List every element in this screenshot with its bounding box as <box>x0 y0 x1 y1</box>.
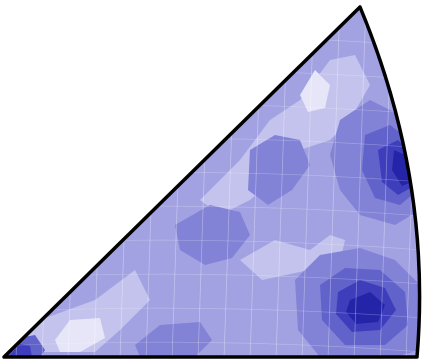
contour-region-light-left <box>10 270 150 352</box>
grid-line-vertical <box>327 7 341 357</box>
grid-line-vertical <box>15 7 29 357</box>
grid-line-vertical <box>353 7 367 357</box>
contour-region-peak-lower-right <box>346 292 385 324</box>
contour-region-corner-core <box>8 344 32 357</box>
grid-line-horizontal <box>4 307 420 319</box>
contour-region-lightest-left <box>55 318 105 352</box>
grid-line-vertical <box>41 7 55 357</box>
contour-region-light-middle <box>240 235 345 280</box>
contour-region-mid-left <box>175 205 250 265</box>
contour-region-lightest-top <box>300 70 330 112</box>
sector-outline <box>2 5 422 359</box>
grid-line-vertical <box>301 7 315 357</box>
contour-region-mid-upper <box>248 135 310 205</box>
grid-line-horizontal <box>4 341 420 353</box>
contour-region-mid-bottom <box>135 322 212 357</box>
